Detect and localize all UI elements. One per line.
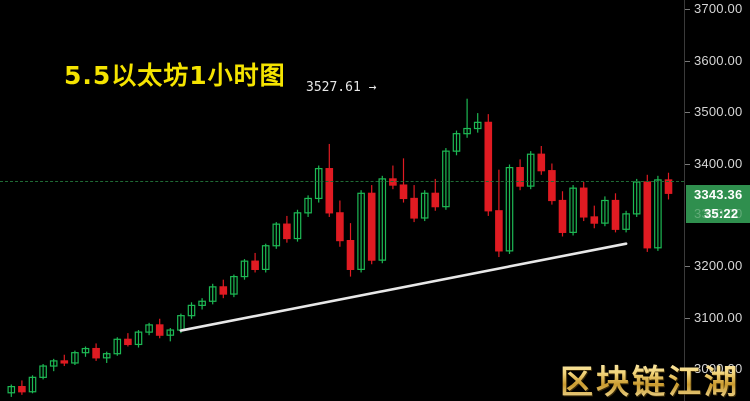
candle-body-down [251,260,259,270]
candle-body-up [622,213,630,230]
tick-mark [685,163,690,165]
price-tick-label: 3700.00 [694,1,743,17]
tick-mark [685,9,690,11]
candle-body-down [579,187,588,218]
candle-body-down [367,192,376,261]
candle-body-up [208,286,217,302]
candle-body-up [452,133,461,152]
candle-body-down [399,184,408,200]
candle-body-up [357,192,365,270]
candle-body-up [378,178,387,261]
peak-price-annotation: 3527.61 → [306,80,377,95]
candle-body-up [7,386,16,394]
candle-body-up [304,197,312,214]
candle-body-down [410,197,418,219]
candle-body-up [145,324,153,333]
candle-body-down [60,360,69,364]
current-price-badge[interactable]: 3343.36 [686,184,750,204]
candle-body-up [134,331,143,346]
candle-body-down [643,181,652,249]
candle-body-up [166,329,175,336]
candle-body-up [473,121,482,130]
obscured-price-label: 3300.00 [694,205,743,221]
candle-body-up [420,192,429,219]
candle-body-down [155,324,164,336]
candle-body-down [558,199,567,233]
price-tick-label: 3200.00 [694,258,743,274]
candle-body-up [569,187,577,233]
candle-body-up [230,275,238,295]
price-tick-label: 3500.00 [694,104,743,120]
chart-title-annotation: 5.5以太坊1小时图 [64,61,286,90]
candle-body-up [49,360,58,367]
candle-body-up [272,223,281,247]
candle-body-up [463,127,471,135]
candle-body-down [495,210,503,252]
candle-body-down [18,386,26,393]
countdown-timer-badge[interactable]: 3300.00 35:22 [686,203,750,223]
candle-body-down [548,170,556,202]
candle-body-up [28,376,37,393]
candle-body-down [537,153,546,172]
candle-body-down [92,347,100,359]
candle-body-up [261,245,270,270]
candle-body-up [293,212,302,240]
candle-body-up [187,304,196,317]
price-axis[interactable]: 3000.00 3100.00 3200.00 3400.00 3500.00 3600.… [684,0,750,401]
candle-body-down [325,168,334,214]
candle-body-up [81,347,90,354]
tick-mark [685,369,690,371]
tick-mark [685,266,690,268]
tick-mark [685,317,690,319]
candle-body-up [601,199,609,224]
candle-body-up [71,352,79,364]
candle-body-down [124,338,132,346]
current-price-dashed-line [0,181,684,182]
candle-body-up [198,300,206,306]
candle-body-up [526,153,535,187]
candle-body-up [102,353,111,359]
candle-body-up [654,179,662,249]
candle-body-down [611,199,620,230]
tick-mark [685,60,690,62]
candle-body-down [336,212,344,242]
candle-body-up [39,365,47,378]
candle-body-up [442,150,450,208]
candle-body-down [219,286,228,295]
tick-mark [685,112,690,114]
candle-body-up [240,260,249,278]
candle-body-down [283,223,291,240]
candle-body-down [484,121,493,212]
price-tick-label: 3000.00 [694,361,742,376]
candle-body-up [314,168,323,200]
price-tick-label: 3100.00 [694,309,743,325]
countdown-timer-text: 35:22 [704,205,739,221]
candle-body-down [431,192,440,208]
candle-body-down [346,240,355,270]
price-tick-label: 3600.00 [694,52,743,68]
support-trendline[interactable] [179,242,628,332]
candle-body-down [664,179,673,194]
chart-plot-area[interactable]: 5.5以太坊1小时图 3527.61 → [0,0,684,401]
candle-body-down [590,216,599,224]
candle-body-up [113,338,122,355]
price-tick-label: 3400.00 [694,155,743,171]
candlestick-series [7,98,673,397]
candle-body-up [505,166,514,252]
candle-body-down [516,166,524,187]
watermark-shadow: 区块链江湖 [561,356,741,401]
watermark-brand: 区块链江湖 [560,355,740,401]
